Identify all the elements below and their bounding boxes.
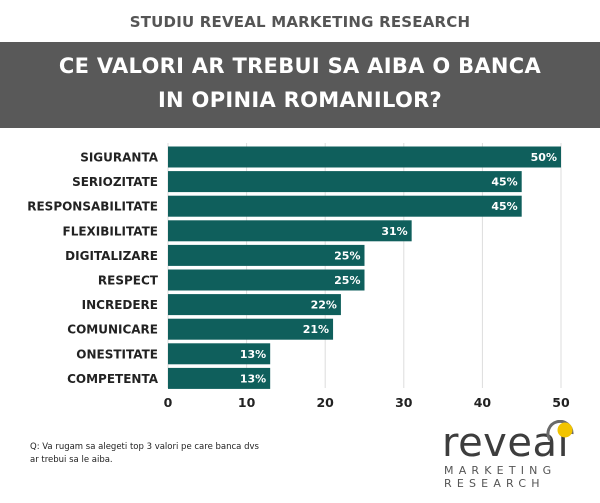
bar [168, 244, 365, 266]
data-label: 50% [531, 151, 557, 164]
category-label: INCREDERE [82, 298, 158, 312]
category-label: RESPECT [98, 274, 159, 288]
data-label: 31% [381, 225, 407, 238]
data-label: 13% [240, 348, 266, 361]
bar [168, 195, 522, 217]
data-label: 13% [240, 372, 266, 385]
bar [168, 146, 561, 168]
data-label: 25% [334, 274, 360, 287]
x-tick-label: 40 [474, 395, 492, 410]
bar [168, 367, 271, 389]
x-tick-label: 50 [552, 395, 570, 410]
category-label: COMPETENTA [67, 372, 159, 386]
logo-wordmark: reveal [442, 420, 570, 466]
x-tick-label: 30 [395, 395, 413, 410]
bar [168, 318, 334, 340]
data-label: 45% [491, 176, 517, 189]
question-line-1: Q: Va rugam sa alegeti top 3 valori pe c… [30, 442, 259, 452]
logo-sun-icon [546, 420, 574, 441]
question-line-2: ar trebui sa le aiba. [30, 455, 113, 465]
data-label: 22% [311, 299, 337, 312]
logo-sun-dot [557, 422, 573, 438]
data-label: 45% [491, 200, 517, 213]
category-label: ONESTITATE [76, 347, 158, 361]
bar [168, 220, 412, 242]
category-label: DIGITALIZARE [65, 249, 158, 263]
logo-subtitle-research: RESEARCH [444, 477, 545, 490]
chart-title-line-1: CE VALORI AR TREBUI SA AIBA O BANCA [58, 54, 542, 78]
reveal-logo: reveal MARKETING RESEARCH [430, 420, 590, 495]
bar [168, 294, 341, 316]
category-label: COMUNICARE [67, 323, 158, 337]
bar [168, 269, 365, 291]
survey-question: Q: Va rugam sa alegeti top 3 valori pe c… [30, 441, 280, 467]
x-tick-label: 20 [316, 395, 334, 410]
logo-subtitle-marketing: MARKETING [444, 464, 557, 477]
chart-title-line-2: IN OPINIA ROMANILOR? [157, 88, 443, 112]
x-tick-label: 0 [164, 395, 173, 410]
x-tick-label: 10 [238, 395, 256, 410]
data-label: 21% [303, 323, 329, 336]
survey-subtitle: STUDIU REVEAL MARKETING RESEARCH [129, 13, 471, 31]
title-banner: CE VALORI AR TREBUI SA AIBA O BANCA IN O… [0, 42, 600, 128]
category-label: SIGURANTA [80, 151, 159, 165]
data-label: 25% [334, 249, 360, 262]
category-label: FLEXIBILITATE [63, 224, 158, 238]
bar [168, 343, 271, 365]
bar-chart: SIGURANTA 50% SERIOZITATE 45% RESPONSABILITA… [27, 143, 570, 410]
category-label: RESPONSABILITATE [27, 200, 158, 214]
bar [168, 171, 522, 193]
category-label: SERIOZITATE [72, 175, 158, 189]
